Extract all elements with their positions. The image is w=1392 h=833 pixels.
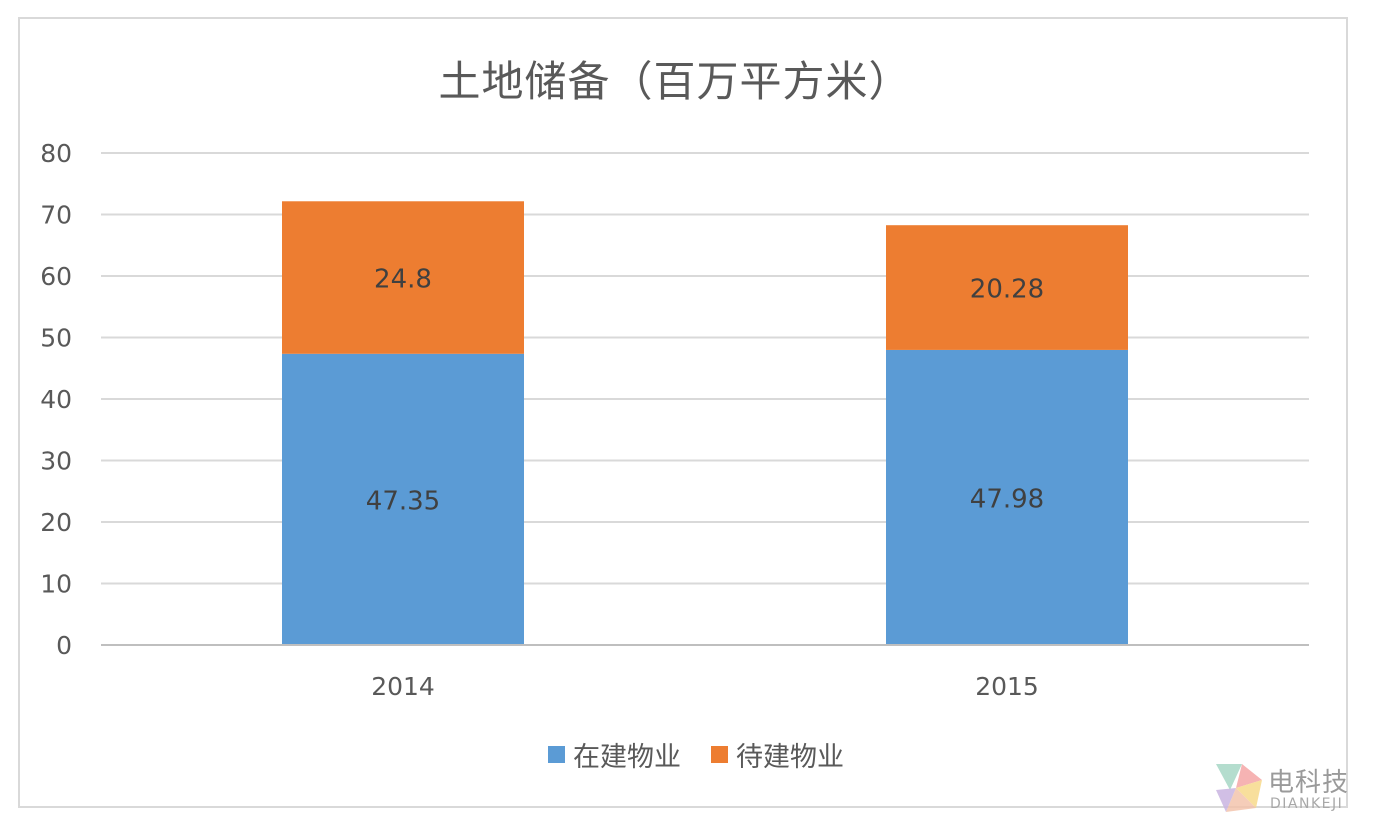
bar-segment [282,353,524,645]
x-axis: 2014 2015 [101,644,1309,701]
watermark: 电科技 DIANKEJI [1212,760,1372,818]
legend-item: 在建物业 [548,735,681,774]
bar-segment [886,349,1128,645]
data-label: 47.98 [970,484,1044,514]
x-tick-label: 2015 [975,672,1039,701]
data-label: 20.28 [970,275,1044,305]
legend-item: 待建物业 [711,735,844,774]
watermark-name: 电科技 [1268,768,1350,798]
y-tick-label: 40 [40,385,72,414]
y-tick-label: 30 [40,447,72,476]
bar-segment [282,201,524,354]
legend-swatch [548,746,565,763]
data-label: 24.8 [374,265,432,295]
data-labels: 47.35 24.8 47.98 20.28 [366,265,1044,517]
y-tick-label: 50 [40,324,72,353]
y-tick-label: 10 [40,570,72,599]
y-axis: 0 10 20 30 40 50 60 70 80 [40,139,72,660]
y-tick-label: 60 [40,262,72,291]
bar-segment [886,225,1128,350]
data-label: 47.35 [366,486,440,516]
x-tick-label: 2014 [371,672,435,701]
legend-label: 待建物业 [736,742,844,773]
watermark-logo-icon [1216,764,1262,812]
y-tick-label: 20 [40,508,72,537]
y-tick-label: 70 [40,201,72,230]
legend: 在建物业 待建物业 [0,735,1392,774]
legend-label: 在建物业 [573,742,681,773]
watermark-sub: DIANKEJI [1270,796,1344,812]
legend-swatch [711,746,728,763]
y-tick-label: 80 [40,139,72,168]
bars [282,201,1128,645]
y-tick-label: 0 [56,631,72,660]
chart-title: 土地储备（百万平方米） [438,57,912,106]
